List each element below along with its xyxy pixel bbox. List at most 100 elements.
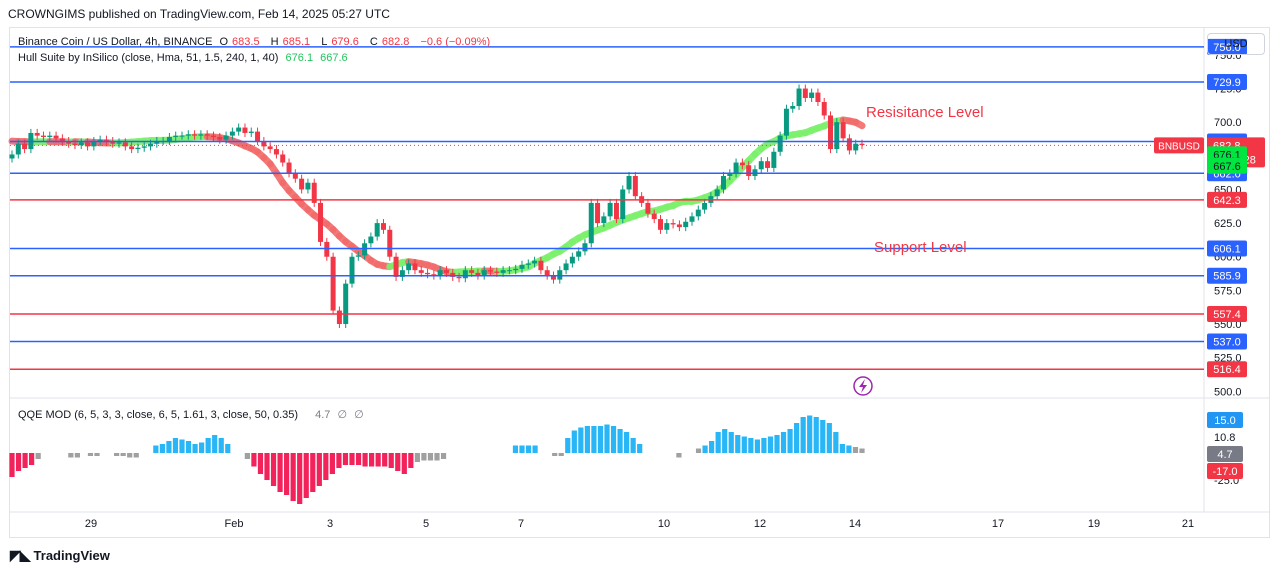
- candle: [66, 136, 72, 148]
- candle-body: [746, 165, 752, 176]
- candle: [280, 150, 286, 167]
- candle: [834, 118, 840, 154]
- candle-body: [658, 219, 664, 230]
- candle-body: [425, 272, 431, 275]
- y-tick-label: 575.0: [1214, 285, 1242, 297]
- qqe-bar: [199, 442, 205, 453]
- candle-body: [645, 202, 651, 214]
- candle: [613, 198, 619, 224]
- candle-body: [330, 256, 336, 311]
- qqe-histogram: [9, 415, 865, 504]
- candle-body: [437, 270, 443, 276]
- qqe-bar: [303, 453, 309, 498]
- candle: [9, 150, 15, 163]
- qqe-bar: [780, 432, 787, 453]
- candle: [141, 142, 147, 152]
- candle-body: [670, 223, 676, 225]
- candle-body: [380, 223, 386, 230]
- candle-body: [469, 270, 475, 273]
- candle: [450, 268, 456, 281]
- candle: [513, 264, 519, 275]
- level-tag: [1207, 306, 1247, 323]
- candle-body: [676, 224, 682, 228]
- qqe-bar: [22, 453, 28, 468]
- candle: [758, 157, 764, 174]
- candle-body: [576, 251, 582, 257]
- candle: [525, 259, 531, 269]
- candle-body: [758, 161, 764, 170]
- candle: [727, 169, 733, 181]
- candle: [809, 88, 815, 102]
- candle-body: [292, 173, 298, 179]
- candle-body: [431, 274, 437, 276]
- qqe-bar: [166, 441, 172, 453]
- chart-frame[interactable]: [9, 27, 1270, 538]
- qqe-level-tag: [1207, 446, 1243, 462]
- symbol-tag: [1154, 137, 1204, 154]
- candle-body: [846, 138, 852, 151]
- candle-body: [739, 162, 745, 166]
- qqe-bar: [597, 426, 604, 453]
- candle: [185, 130, 191, 140]
- qqe-bar: [244, 453, 250, 459]
- candle: [311, 178, 317, 207]
- candle: [110, 136, 116, 148]
- publisher-header: CROWNGIMS published on TradingView.com, …: [8, 7, 390, 21]
- qqe-bar: [336, 453, 342, 468]
- qqe-bar: [297, 453, 303, 504]
- qqe-bar: [754, 439, 760, 453]
- qqe-bar: [761, 438, 767, 453]
- candle: [47, 131, 53, 142]
- candle: [658, 215, 664, 234]
- lightning-icon[interactable]: [853, 376, 873, 396]
- candle-body: [15, 143, 21, 155]
- qqe-bar: [133, 453, 139, 458]
- candle: [714, 185, 720, 201]
- candle: [173, 131, 179, 142]
- level-tag: [1207, 38, 1247, 55]
- candle-body: [834, 122, 840, 150]
- candle-body: [97, 139, 103, 142]
- candle-body: [783, 108, 789, 136]
- qqe-bar: [552, 453, 558, 456]
- candle-body: [273, 149, 279, 155]
- qqe-bar: [787, 429, 793, 453]
- candle: [840, 118, 846, 143]
- candle-body: [727, 173, 733, 176]
- candle-body: [607, 202, 613, 217]
- support-annotation: Support Level: [874, 239, 967, 256]
- candle: [229, 127, 235, 140]
- candle: [399, 266, 405, 281]
- qqe-bar: [826, 423, 832, 453]
- candle: [790, 102, 796, 113]
- candle: [368, 232, 374, 248]
- candle-body: [129, 146, 135, 150]
- qqe-bar: [807, 415, 813, 453]
- qqe-bar: [604, 424, 610, 453]
- candle-body: [204, 134, 210, 136]
- candle: [576, 247, 582, 261]
- candle-body: [519, 264, 525, 269]
- candle: [179, 131, 185, 140]
- candle: [651, 209, 657, 224]
- candle: [305, 178, 311, 194]
- candle-body: [443, 270, 449, 273]
- qqe-bar: [153, 445, 159, 453]
- level-tag-text: 642.3: [1213, 195, 1241, 207]
- currency-button[interactable]: USD: [1207, 33, 1265, 55]
- candle-body: [9, 154, 15, 159]
- qqe-bar: [519, 445, 525, 453]
- candle-body: [261, 141, 267, 147]
- candle: [582, 239, 588, 256]
- qqe-bar: [264, 453, 270, 480]
- candle: [544, 266, 550, 280]
- candle-body: [78, 142, 84, 146]
- candle-body: [91, 141, 97, 147]
- candle: [683, 217, 689, 232]
- candle: [261, 136, 267, 151]
- qqe-bar: [709, 441, 715, 453]
- candle-body: [815, 92, 821, 102]
- qqe-bar: [270, 453, 277, 486]
- candle: [532, 256, 538, 268]
